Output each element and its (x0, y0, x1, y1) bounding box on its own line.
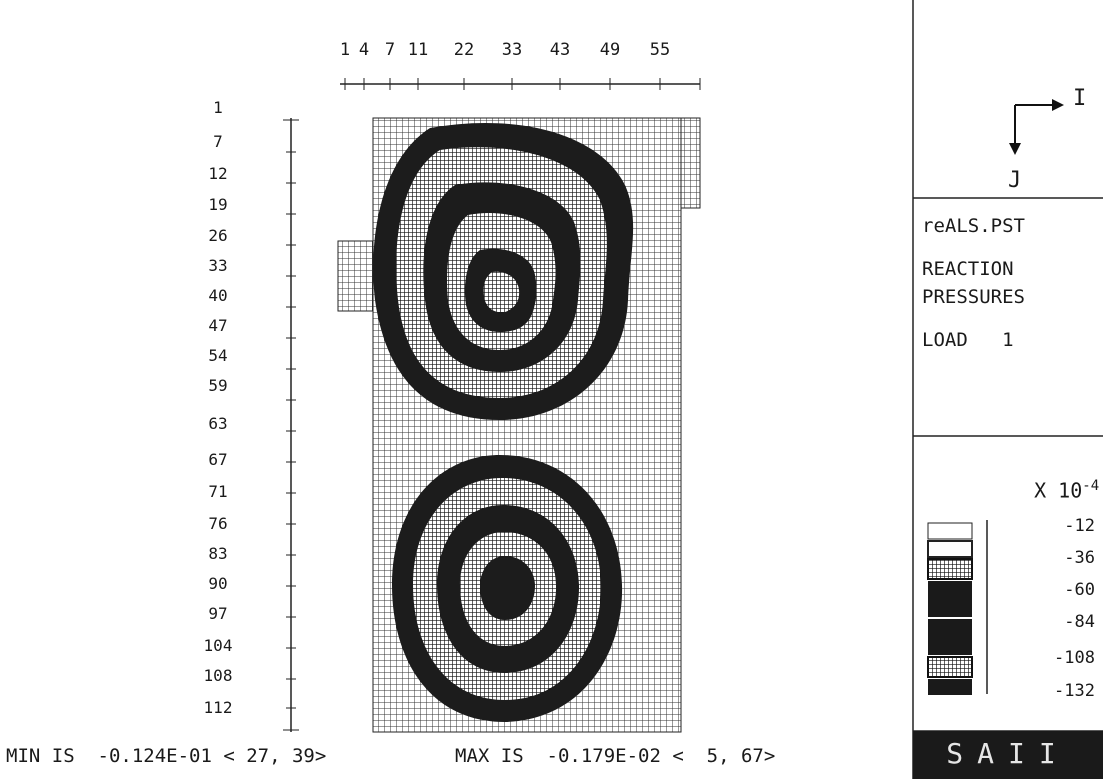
j-tick-label: 108 (203, 666, 233, 685)
max-value-readout: MAX IS -0.179E-02 < 5, 67> (455, 745, 776, 767)
i-tick-label: 4 (358, 40, 370, 60)
j-tick-label: 7 (213, 132, 223, 151)
j-tick-label: 33 (208, 256, 228, 275)
legend-value: -60 (1064, 580, 1095, 600)
j-tick-label: 76 (208, 514, 228, 533)
brand-logo-text: SAII (946, 737, 1070, 770)
j-tick-label: 97 (208, 604, 228, 623)
axis-i-label: I (1073, 86, 1087, 111)
i-tick-label: 11 (407, 40, 429, 60)
scale-factor: X 10-4 (1010, 454, 1099, 503)
j-tick-label: 104 (203, 636, 233, 655)
legend-value: -84 (1064, 612, 1095, 632)
i-tick-label: 22 (453, 40, 475, 60)
i-tick-label: 33 (501, 40, 523, 60)
j-tick-label: 26 (208, 226, 228, 245)
j-tick-label: 83 (208, 544, 228, 563)
j-tick-label: 71 (208, 482, 228, 501)
j-tick-label: 63 (208, 414, 228, 433)
scale-exponent: -4 (1082, 478, 1100, 494)
j-tick-label: 90 (208, 574, 228, 593)
load-label: LOAD 1 (922, 329, 1014, 351)
j-tick-label: 67 (208, 450, 228, 469)
j-tick-label: 19 (208, 195, 228, 214)
upper-pressure-contours (373, 122, 634, 420)
file-name: reALS.PST (922, 215, 1025, 237)
title-line-2: PRESSURES (922, 286, 1025, 308)
brand-bar: SAII (913, 731, 1103, 779)
i-tick-label: 55 (649, 40, 671, 60)
legend-value: -36 (1064, 548, 1095, 568)
i-tick-label: 1 (339, 40, 351, 60)
j-tick-label: 59 (208, 376, 228, 395)
j-tick-label: 47 (208, 316, 228, 335)
i-tick-label: 43 (549, 40, 571, 60)
j-tick-label: 112 (203, 698, 233, 717)
legend-value: -12 (1064, 516, 1095, 536)
title-line-1: REACTION (922, 258, 1014, 280)
axis-orientation-arrows (1009, 99, 1064, 155)
min-value-readout: MIN IS -0.124E-01 < 27, 39> (6, 745, 327, 767)
i-tick-label: 7 (384, 40, 396, 60)
j-tick-label: 54 (208, 346, 228, 365)
j-axis-scale (283, 118, 299, 732)
j-tick-label: 40 (208, 286, 228, 305)
i-axis-scale (340, 78, 701, 90)
axis-j-label: J (1008, 168, 1022, 193)
j-tick-label: 12 (208, 164, 228, 183)
color-legend (927, 520, 988, 695)
j-tick-label: 1 (213, 98, 223, 117)
lower-pressure-contours (392, 455, 623, 722)
legend-value: -132 (1054, 681, 1095, 701)
scale-base: X 10 (1034, 478, 1083, 503)
legend-value: -108 (1054, 648, 1095, 668)
i-tick-label: 49 (599, 40, 621, 60)
